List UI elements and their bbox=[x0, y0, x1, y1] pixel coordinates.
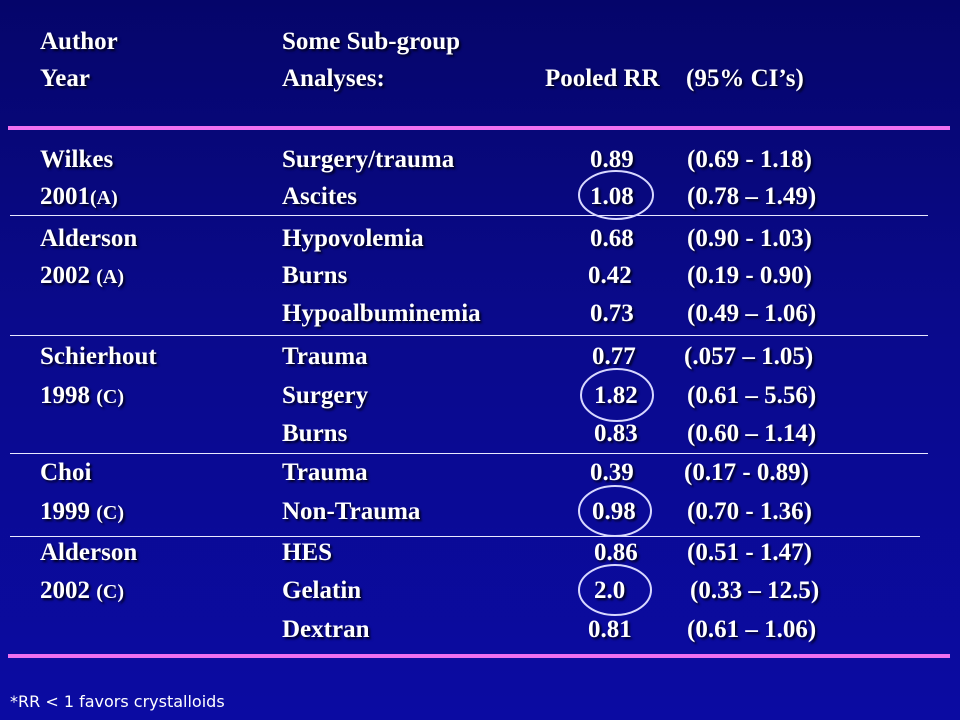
ci-cell: (0.49 – 1.06) bbox=[687, 300, 817, 327]
rr-cell: 1.82 bbox=[594, 382, 638, 409]
ci-cell: (.057 – 1.05) bbox=[684, 343, 814, 370]
header-subgroup-line2: Analyses: bbox=[282, 65, 385, 92]
year-cell: 1998 (C) bbox=[40, 381, 124, 412]
author-cell: Alderson bbox=[40, 225, 138, 252]
ci-cell: (0.69 - 1.18) bbox=[687, 146, 812, 173]
subgroup-cell: Surgery/trauma bbox=[282, 146, 455, 173]
footer-divider bbox=[8, 654, 950, 658]
subgroup-cell: Ascites bbox=[282, 183, 357, 210]
header-pooled-rr: Pooled RR bbox=[545, 65, 660, 92]
footnote: *RR < 1 favors crystalloids bbox=[10, 692, 225, 711]
year-value: 1999 bbox=[40, 498, 90, 525]
rr-cell: 0.39 bbox=[590, 459, 634, 486]
subgroup-cell: Gelatin bbox=[282, 577, 362, 604]
subgroup-cell: Trauma bbox=[282, 343, 368, 370]
author-cell: Alderson bbox=[40, 539, 138, 566]
rr-cell: 0.77 bbox=[592, 343, 636, 370]
rr-cell: 0.68 bbox=[590, 225, 634, 252]
group-divider bbox=[10, 335, 928, 336]
author-cell: Wilkes bbox=[40, 146, 114, 173]
subgroup-cell: HES bbox=[282, 539, 333, 566]
rr-cell: 0.89 bbox=[590, 146, 634, 173]
header-year: Year bbox=[40, 65, 90, 92]
ci-cell: (0.33 – 12.5) bbox=[690, 577, 820, 604]
rr-cell: 0.42 bbox=[588, 262, 632, 289]
subgroup-cell: Hypoalbuminemia bbox=[282, 300, 481, 327]
rr-cell: 1.08 bbox=[590, 183, 634, 210]
ci-cell: (0.61 – 5.56) bbox=[687, 382, 817, 409]
rr-cell: 0.73 bbox=[590, 300, 634, 327]
analysis-code: (A) bbox=[96, 266, 125, 288]
ci-cell: (0.60 – 1.14) bbox=[687, 420, 817, 447]
analysis-code: (C) bbox=[96, 502, 125, 524]
group-divider bbox=[10, 215, 928, 216]
subgroup-cell: Dextran bbox=[282, 616, 370, 643]
ci-cell: (0.70 - 1.36) bbox=[687, 498, 812, 525]
ci-cell: (0.90 - 1.03) bbox=[687, 225, 812, 252]
subgroup-cell: Burns bbox=[282, 420, 348, 447]
analysis-code: (C) bbox=[96, 386, 125, 408]
group-divider bbox=[10, 453, 928, 454]
ci-cell: (0.51 - 1.47) bbox=[687, 539, 812, 566]
author-cell: Choi bbox=[40, 459, 92, 486]
header-ci: (95% CI’s) bbox=[686, 65, 804, 92]
ci-cell: (0.19 - 0.90) bbox=[687, 262, 812, 289]
header-author: Author bbox=[40, 28, 118, 55]
header-divider bbox=[8, 126, 950, 130]
year-value: 1998 bbox=[40, 382, 90, 409]
author-cell: Schierhout bbox=[40, 343, 157, 370]
group-divider bbox=[10, 536, 920, 537]
year-cell: 2001(A) bbox=[40, 182, 118, 213]
year-cell: 2002 (A) bbox=[40, 261, 124, 292]
year-cell: 1999 (C) bbox=[40, 497, 124, 528]
analysis-code: (A) bbox=[90, 187, 118, 209]
ci-cell: (0.17 - 0.89) bbox=[684, 459, 809, 486]
year-value: 2002 bbox=[40, 577, 90, 604]
rr-cell: 0.81 bbox=[588, 616, 632, 643]
subgroup-cell: Surgery bbox=[282, 382, 369, 409]
ci-cell: (0.78 – 1.49) bbox=[687, 183, 817, 210]
year-value: 2002 bbox=[40, 262, 90, 289]
subgroup-cell: Trauma bbox=[282, 459, 368, 486]
header-subgroup-line1: Some Sub-group bbox=[282, 28, 461, 55]
year-cell: 2002 (C) bbox=[40, 576, 124, 607]
subgroup-cell: Hypovolemia bbox=[282, 225, 424, 252]
subgroup-cell: Burns bbox=[282, 262, 348, 289]
rr-cell: 0.86 bbox=[594, 539, 638, 566]
rr-cell: 2.0 bbox=[594, 577, 626, 604]
analysis-code: (C) bbox=[96, 581, 125, 603]
ci-cell: (0.61 – 1.06) bbox=[687, 616, 817, 643]
year-value: 2001 bbox=[40, 183, 90, 210]
subgroup-cell: Non-Trauma bbox=[282, 498, 421, 525]
rr-cell: 0.83 bbox=[594, 420, 638, 447]
rr-cell: 0.98 bbox=[592, 498, 636, 525]
